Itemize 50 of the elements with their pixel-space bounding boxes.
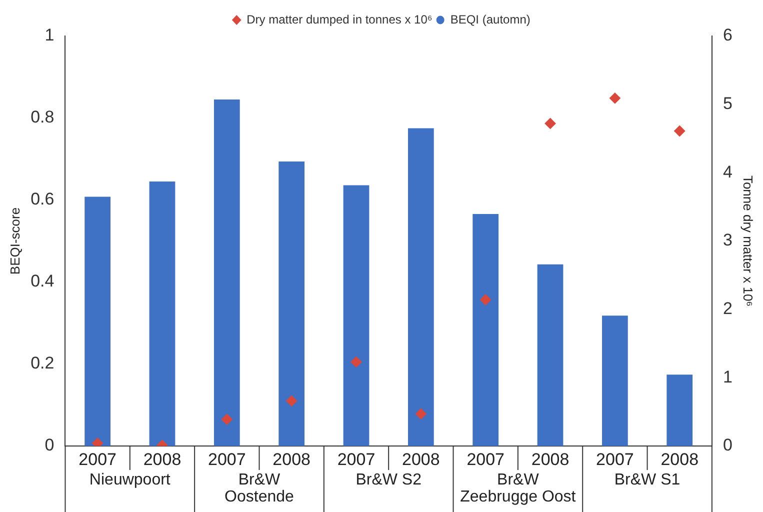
x-tick-label: 2007 [78,450,116,469]
point [350,356,362,368]
y2-tick-label: 2 [722,299,732,318]
y2-axis-title: Tonne dry matter x 10⁶ [740,175,756,307]
point [609,92,620,104]
point [286,395,298,406]
bar [472,214,499,446]
y2-tick-label: 4 [722,162,732,182]
bar [214,100,240,446]
y2-tick-label: 1 [722,367,732,386]
x-tick-label: 2007 [208,450,246,469]
point [221,414,232,425]
y-tick-label: 1 [44,26,54,45]
y2-tick-label: 0 [722,436,732,455]
y-tick-label: 0 [44,436,54,455]
bar [602,316,628,446]
bar [408,128,434,446]
x-tick-label: 2008 [660,450,699,469]
x-tick-label: 2008 [402,450,440,469]
x-tick-label: 2007 [466,450,505,469]
y2-tick-label: 6 [722,26,732,45]
y-tick-label: 0.6 [30,190,54,209]
y-tick-label: 0.8 [30,108,54,127]
bar [666,374,693,446]
bar [278,161,305,446]
y-tick-label: 0.4 [30,272,54,291]
bar [343,185,370,446]
x-tick-label: 2007 [337,450,376,469]
x-tick-label: 2007 [596,450,634,469]
text: Nieuwpoort [89,471,171,488]
point [480,294,492,306]
text: Br&W S2 [356,471,422,488]
text: Br&W Oostende [224,471,294,506]
x-tick-label: 2008 [143,450,182,469]
y-axis-title: BEQI-score [7,207,22,275]
bar [84,196,110,446]
point [674,125,686,136]
legend-label: BEQI (automn) [450,12,530,26]
text: Br&W S1 [614,471,680,488]
bar [149,182,176,446]
point [544,118,556,129]
legend-label: Dry matter dumped in tonnes x 10⁶ [246,12,432,26]
text: Br&W Zeebrugge Oost [460,471,576,506]
bar [537,264,564,446]
y2-tick-label: 3 [722,230,732,250]
point [415,408,426,420]
x-tick-label: 2008 [531,450,570,469]
y-tick-label: 0.2 [30,354,54,373]
x-tick-label: 2008 [272,450,310,469]
y2-tick-label: 5 [722,94,732,114]
